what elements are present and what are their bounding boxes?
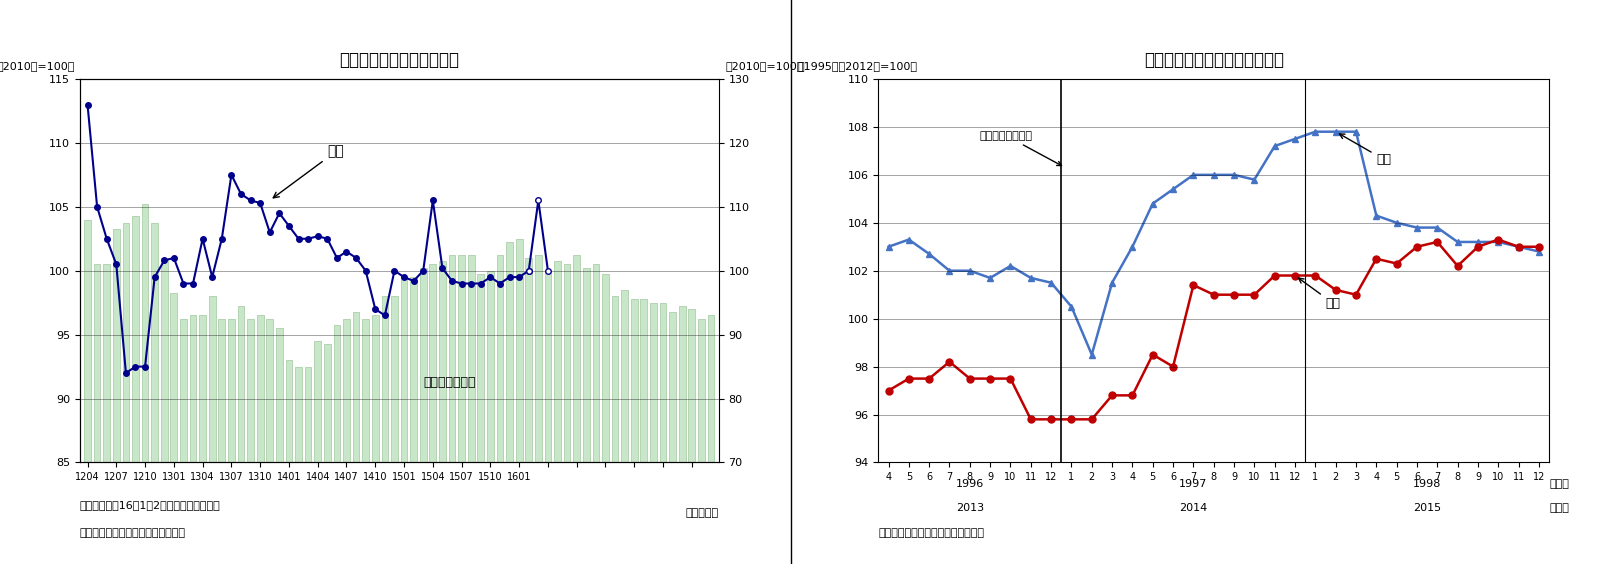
Bar (209, 296, 216, 462)
Text: （2010年=100）: （2010年=100） (0, 61, 75, 71)
Bar (276, 328, 283, 462)
Bar (219, 319, 225, 462)
Bar (343, 319, 350, 462)
Bar (631, 299, 637, 462)
Bar (248, 319, 254, 462)
Bar (458, 255, 465, 462)
Bar (487, 271, 493, 462)
Bar (190, 315, 196, 462)
Bar (171, 293, 177, 462)
Bar (420, 267, 426, 462)
Text: 在庫（右目盛）: 在庫（右目盛） (423, 376, 476, 389)
Bar (650, 303, 656, 462)
Bar (688, 309, 695, 462)
Bar (85, 219, 91, 462)
Bar (410, 277, 417, 462)
Bar (525, 258, 532, 462)
Bar (200, 315, 206, 462)
Bar (334, 325, 340, 462)
Bar (506, 242, 513, 462)
Bar (324, 344, 331, 462)
Bar (592, 265, 599, 462)
Title: 輸送機械の生産、在庫動向: 輸送機械の生産、在庫動向 (339, 51, 460, 69)
Text: 今回: 今回 (1298, 278, 1340, 310)
Text: 1998: 1998 (1413, 479, 1442, 489)
Bar (113, 229, 120, 462)
Bar (698, 319, 704, 462)
Bar (315, 341, 321, 462)
Bar (660, 303, 666, 462)
Bar (564, 265, 570, 462)
Bar (430, 265, 436, 462)
Bar (449, 255, 455, 462)
Bar (545, 271, 551, 462)
Bar (602, 274, 608, 462)
Bar (583, 267, 589, 462)
Bar (391, 296, 398, 462)
Text: （資料）経済産業省「鉱工業指数」: （資料）経済産業省「鉱工業指数」 (80, 528, 185, 538)
Bar (516, 239, 522, 462)
Bar (133, 217, 139, 462)
Text: 生産: 生産 (273, 144, 343, 198)
Bar (554, 261, 561, 462)
Text: 1996: 1996 (955, 479, 984, 489)
Bar (161, 258, 168, 462)
Bar (363, 319, 369, 462)
Bar (142, 204, 149, 462)
Bar (612, 296, 618, 462)
Bar (267, 319, 273, 462)
Bar (573, 255, 580, 462)
Text: 前回: 前回 (1340, 134, 1391, 166)
Text: （年・月）: （年・月） (685, 509, 719, 518)
Text: （資料）経済産業省「鉱工業指数」: （資料）経済産業省「鉱工業指数」 (878, 528, 984, 538)
Bar (669, 312, 676, 462)
Bar (535, 255, 541, 462)
Bar (707, 315, 714, 462)
Text: （2010年=100）: （2010年=100） (725, 61, 803, 71)
Bar (104, 265, 110, 462)
Bar (497, 255, 503, 462)
Bar (94, 265, 101, 462)
Text: （年）: （年） (1549, 503, 1568, 513)
Bar (353, 312, 359, 462)
Bar (382, 296, 388, 462)
Text: （月）: （月） (1549, 479, 1568, 489)
Text: （1995年、2012年=100）: （1995年、2012年=100） (798, 61, 918, 71)
Bar (295, 367, 302, 462)
Bar (123, 223, 129, 462)
Bar (640, 299, 647, 462)
Bar (286, 360, 292, 462)
Text: 2015: 2015 (1413, 503, 1440, 513)
Bar (228, 319, 235, 462)
Bar (468, 255, 474, 462)
Bar (621, 290, 628, 462)
Text: 2014: 2014 (1179, 503, 1207, 513)
Bar (439, 261, 446, 462)
Text: （注）生産の16年1、2月は予測指数で延長: （注）生産の16年1、2月は予測指数で延長 (80, 500, 220, 510)
Bar (152, 223, 158, 462)
Bar (180, 319, 187, 462)
Bar (305, 367, 311, 462)
Bar (257, 315, 264, 462)
Bar (238, 306, 244, 462)
Title: 消費税率引き上げ後の在庫動向: 消費税率引き上げ後の在庫動向 (1143, 51, 1284, 69)
Text: 1997: 1997 (1179, 479, 1207, 489)
Bar (478, 274, 484, 462)
Text: 2013: 2013 (955, 503, 984, 513)
Bar (372, 315, 378, 462)
Bar (679, 306, 685, 462)
Text: 消費税率引き上げ: 消費税率引き上げ (981, 131, 1062, 166)
Bar (401, 277, 407, 462)
